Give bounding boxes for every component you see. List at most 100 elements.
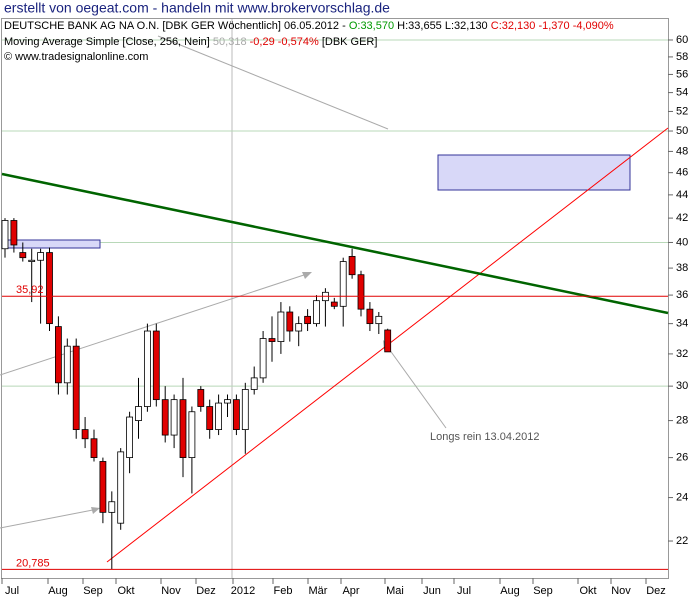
x-tick-label: Sep xyxy=(83,585,103,597)
arrow xyxy=(0,508,99,529)
candle-body xyxy=(81,429,89,440)
candle-body xyxy=(188,411,196,458)
candle-body xyxy=(117,451,125,524)
candle-body xyxy=(384,329,392,353)
x-tick-label: Nov xyxy=(161,585,181,597)
candle-body xyxy=(108,501,116,513)
y-tick-label: 40 xyxy=(676,236,688,248)
resistance-line xyxy=(1,172,669,315)
candle-body xyxy=(232,399,240,430)
x-tick-label: Okt xyxy=(579,585,596,597)
annotation: Longs rein 13.04.2012 xyxy=(430,431,539,443)
quote-date: 06.05.2012 - xyxy=(284,20,346,32)
candle-body xyxy=(55,326,62,384)
candle-body xyxy=(313,300,320,325)
candle-body xyxy=(348,255,356,276)
candle-body xyxy=(259,338,267,379)
candle-body xyxy=(268,338,276,342)
y-tick-label: 60 xyxy=(676,34,688,46)
y-tick-label: 52 xyxy=(676,105,688,117)
zone-box xyxy=(437,154,631,191)
candle-body xyxy=(143,330,151,407)
y-tick-label: 24 xyxy=(676,491,688,503)
source: © www.tradesignalonline.com xyxy=(4,51,148,63)
candles xyxy=(1,218,392,570)
chart-title: erstellt von oegeat.com - handeln mit ww… xyxy=(4,0,390,16)
x-tick-label: Jul xyxy=(457,585,471,597)
level-label: 35,92 xyxy=(16,284,44,296)
level-label: 20,785 xyxy=(16,557,50,569)
candle-body xyxy=(37,252,44,261)
y-tick-label: 50 xyxy=(676,125,688,137)
y-tick-label: 42 xyxy=(676,212,688,224)
legend-line: DEUTSCHE BANK AG NA O.N. [DBK GER Wöchen… xyxy=(4,20,614,32)
candle-body xyxy=(19,252,27,259)
moving-average xyxy=(157,35,389,130)
arrow xyxy=(0,272,311,376)
x-tick-label: Aug xyxy=(48,585,68,597)
quote-close: C:32,130 -1,370 -4,090% xyxy=(491,20,614,32)
candle-body xyxy=(241,389,249,430)
y-tick-label: 58 xyxy=(676,51,688,63)
y-tick-label: 54 xyxy=(676,87,688,99)
x-tick-label: Mär xyxy=(309,585,328,597)
y-tick-label: 46 xyxy=(676,167,688,179)
indicator-symbol: [DBK GER] xyxy=(322,36,378,48)
quote-open: O:33,570 xyxy=(349,20,394,32)
candle-body xyxy=(152,330,160,401)
candle-body xyxy=(72,345,80,430)
candle-body xyxy=(197,389,205,407)
plot-frame xyxy=(1,18,669,579)
candle-body xyxy=(170,399,178,436)
candle-body xyxy=(295,323,303,332)
x-tick-label: 2012 xyxy=(231,585,255,597)
x-tick-label: Mai xyxy=(386,585,404,597)
candle-body xyxy=(28,259,36,262)
candle-body xyxy=(375,315,383,325)
x-tick-label: Apr xyxy=(342,585,359,597)
y-tick-label: 56 xyxy=(676,68,688,80)
y-tick-label: 48 xyxy=(676,145,688,157)
y-tick-label: 36 xyxy=(676,289,688,301)
candle-body xyxy=(90,438,98,458)
candle-body xyxy=(126,416,133,458)
y-tick-label: 32 xyxy=(676,348,688,360)
arrowhead xyxy=(91,507,100,514)
x-tick-label: Jul xyxy=(5,585,19,597)
y-tick-label: 28 xyxy=(676,414,688,426)
candle-body xyxy=(286,311,294,332)
legend-name: DEUTSCHE BANK AG NA O.N. [DBK GER Wöchen… xyxy=(4,20,281,32)
y-tick-label: 44 xyxy=(676,189,688,201)
arrowhead xyxy=(302,272,312,279)
candle-body xyxy=(63,345,71,384)
indicator-change: -0,29 -0,574% xyxy=(250,36,319,48)
indicator-name: Moving Average Simple [Close, 256, Nein] xyxy=(4,36,210,48)
candle-body xyxy=(99,461,107,513)
indicator-value: 50,318 xyxy=(213,36,247,48)
y-tick-label: 22 xyxy=(676,535,688,547)
y-tick-label: 30 xyxy=(676,380,688,392)
y-tick-label: 34 xyxy=(676,318,688,330)
x-tick-label: Dez xyxy=(196,585,216,597)
arrow xyxy=(383,341,447,429)
candle-body xyxy=(10,220,18,246)
x-tick-label: Dez xyxy=(646,585,666,597)
x-tick-label: Feb xyxy=(274,585,293,597)
candle-body xyxy=(224,399,231,404)
x-tick-label: Sep xyxy=(533,585,553,597)
y-tick-label: 26 xyxy=(676,452,688,464)
candle-body xyxy=(135,406,142,421)
candle-body xyxy=(357,274,365,310)
y-tick-label: 38 xyxy=(676,262,688,274)
candle-body xyxy=(339,261,347,307)
x-tick-label: Jun xyxy=(423,585,441,597)
x-tick-label: Nov xyxy=(611,585,631,597)
candle-body xyxy=(366,308,374,325)
candle-body xyxy=(330,301,338,307)
x-tick-label: Aug xyxy=(500,585,520,597)
candle-body xyxy=(1,220,9,250)
candle-body xyxy=(215,402,223,430)
